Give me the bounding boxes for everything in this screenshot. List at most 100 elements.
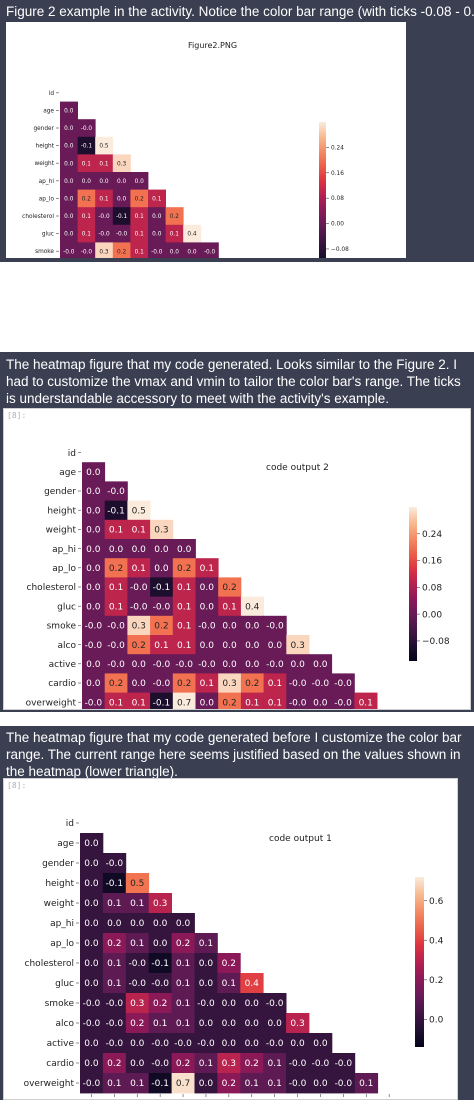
cell-value: 0.1 — [82, 232, 92, 238]
cell-value: 0.0 — [268, 641, 283, 651]
heatmap-cell — [95, 172, 114, 190]
heatmap-cell — [263, 1053, 287, 1074]
cell-value: 0.2 — [176, 939, 190, 949]
cell-value: -0.0 — [312, 1059, 330, 1069]
heatmap-cell — [104, 635, 128, 655]
heatmap-cell — [77, 119, 96, 138]
heatmap-cell — [309, 692, 333, 713]
cell-value: 0.3 — [222, 679, 236, 689]
heatmap-cell — [263, 1013, 287, 1034]
cell-value: -0.1 — [151, 959, 169, 969]
y-tick-label: overweight — [26, 698, 77, 708]
cell-value: -0.0 — [151, 979, 169, 989]
heatmap-cell — [80, 893, 104, 914]
cell-value: 0.0 — [222, 622, 237, 632]
heatmap-cell — [127, 615, 151, 636]
heatmap-cell — [218, 577, 242, 597]
cell-value: 0.2 — [222, 959, 236, 969]
heatmap-cell — [150, 519, 174, 540]
y-tick-label: cholesterol — [25, 959, 74, 969]
y-tick-label: gender — [33, 126, 54, 132]
heatmap-cell — [104, 577, 128, 597]
heatmap-cell — [104, 692, 128, 713]
output1-caption: The heatmap figure that my code generate… — [0, 726, 474, 779]
y-tick-label: gender — [44, 487, 76, 497]
heatmap-cell — [102, 1053, 127, 1074]
colorbar-tick-label: −0.08 — [331, 247, 349, 253]
heatmap-cell — [218, 635, 242, 655]
cell-value: 0.1 — [200, 564, 214, 574]
cell-value: 0.1 — [176, 999, 190, 1009]
cell-value: 0.0 — [177, 545, 192, 555]
heatmap-cell — [104, 673, 128, 693]
heatmap-cell — [82, 558, 106, 578]
y-tick-label: weight — [46, 526, 77, 536]
heatmap-cell — [112, 242, 131, 261]
heatmap-cell — [263, 993, 287, 1014]
heatmap-cell — [286, 673, 310, 693]
cell-value: 0.3 — [290, 1019, 304, 1029]
cell-value: 0.0 — [313, 698, 328, 708]
heatmap-cell — [172, 635, 196, 655]
y-tick-label: smoke — [35, 249, 54, 255]
cell-value: 0.1 — [359, 698, 373, 708]
cell-value: 0.1 — [359, 1079, 373, 1089]
heatmap-cell — [104, 519, 128, 540]
colorbar — [409, 507, 417, 661]
heatmap-cell — [148, 1053, 172, 1074]
heatmap-cell — [125, 873, 150, 894]
cell-value: 0.1 — [222, 602, 236, 612]
cell-value: 0.1 — [245, 698, 259, 708]
y-tick-label: gender — [42, 859, 74, 869]
heatmap-cell — [104, 539, 128, 559]
heatmap-cell — [127, 635, 151, 655]
heatmap-cell — [263, 654, 287, 674]
cell-value: 0.2 — [107, 1059, 121, 1069]
heatmap-cell — [82, 673, 106, 693]
heatmap-cell — [286, 692, 310, 713]
cell-value: 0.4 — [245, 602, 260, 612]
heatmap-cell — [240, 615, 264, 636]
heatmap-cell — [112, 189, 131, 208]
colorbar-tick-label: 0.4 — [429, 936, 444, 946]
cell-value: 0.0 — [245, 1019, 260, 1029]
cell-value: -0.0 — [106, 1019, 124, 1029]
output2-cell-number: [8]: — [7, 411, 27, 420]
cell-value: 0.0 — [200, 641, 215, 651]
code-output-2-section: The heatmap figure that my code generate… — [0, 352, 474, 769]
cell-value: 0.0 — [222, 641, 237, 651]
heatmap-cell — [102, 1013, 127, 1034]
cell-value: -0.0 — [334, 679, 352, 689]
cell-value: 0.0 — [64, 126, 74, 132]
cell-value: 0.0 — [64, 196, 74, 202]
heatmap-cell — [171, 993, 195, 1014]
cell-value: 0.3 — [130, 999, 144, 1009]
heatmap-cell — [194, 1033, 218, 1054]
cell-value: 0.0 — [187, 249, 197, 255]
heatmap-cell — [82, 539, 106, 559]
heatmap-cell — [82, 615, 106, 636]
heatmap-cell — [148, 933, 172, 954]
cell-value: 0.1 — [130, 899, 144, 909]
heatmap-cell — [80, 873, 104, 894]
y-tick-label: active — [49, 660, 77, 670]
cell-value: -0.0 — [175, 660, 193, 670]
heatmap-cell — [240, 973, 264, 994]
cell-value: 0.3 — [153, 899, 167, 909]
cell-value: 0.1 — [135, 249, 145, 255]
cell-value: 0.1 — [170, 232, 180, 238]
cell-value: 0.1 — [177, 583, 191, 593]
heatmap-cell — [77, 189, 96, 208]
cell-value: -0.0 — [197, 1039, 215, 1049]
heatmap-cell — [171, 913, 195, 934]
cell-value: 0.2 — [222, 1079, 236, 1089]
heatmap-cell — [82, 500, 106, 521]
heatmap-cell — [112, 207, 131, 226]
cell-value: 0.0 — [86, 487, 101, 497]
heatmap-cell — [263, 673, 287, 693]
cell-value: 0.1 — [153, 1019, 167, 1029]
cell-value: -0.0 — [204, 249, 216, 255]
colorbar-tick-label: 0.08 — [422, 583, 442, 593]
heatmap-cell — [125, 1033, 150, 1054]
cell-value: 0.0 — [86, 583, 101, 593]
